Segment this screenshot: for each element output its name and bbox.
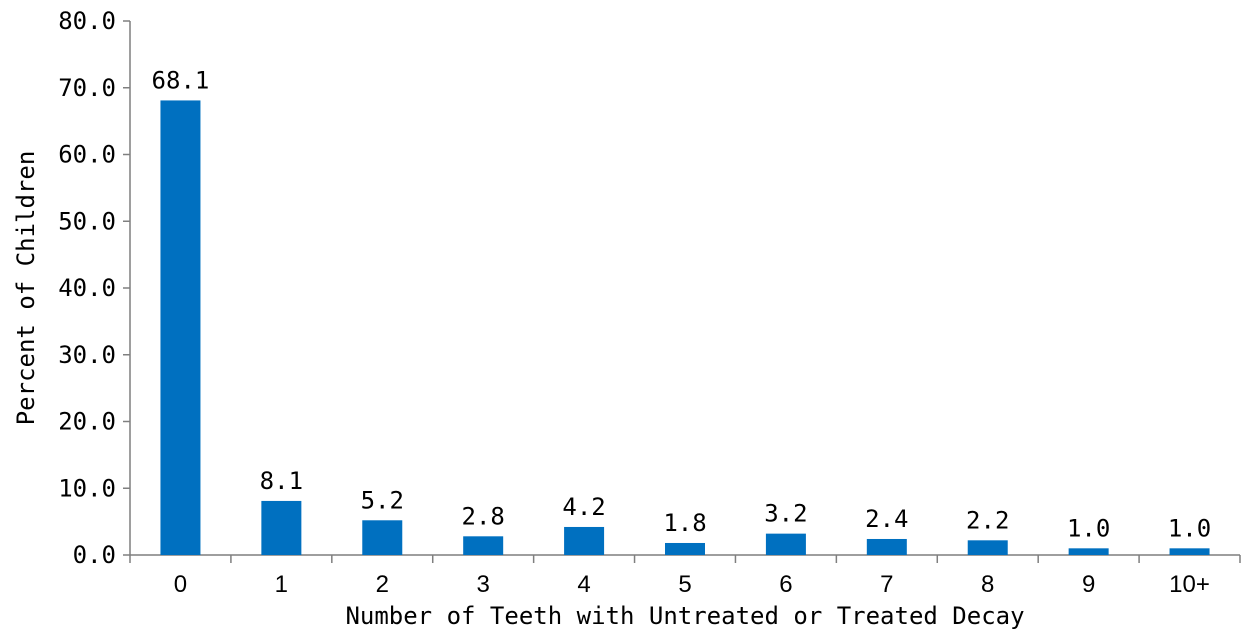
x-tick-label: 1 xyxy=(275,571,288,598)
y-tick-label: 50.0 xyxy=(58,207,116,235)
y-tick-label: 40.0 xyxy=(58,274,116,302)
x-tick-label: 2 xyxy=(376,571,389,598)
data-label: 3.2 xyxy=(764,500,807,528)
data-label: 1.0 xyxy=(1168,514,1211,542)
x-tick-label: 5 xyxy=(678,571,691,598)
x-tick-label: 8 xyxy=(981,571,994,598)
y-tick-label: 30.0 xyxy=(58,341,116,369)
bar xyxy=(1068,548,1109,555)
y-axis-title: Percent of Children xyxy=(12,151,40,426)
bar xyxy=(967,540,1008,555)
y-tick-label: 20.0 xyxy=(58,408,116,436)
x-axis-title: Number of Teeth with Untreated or Treate… xyxy=(345,602,1024,630)
x-tick-label: 4 xyxy=(577,571,590,598)
x-tick-label: 9 xyxy=(1082,571,1095,598)
y-tick-label: 80.0 xyxy=(58,7,116,35)
x-tick-label: 3 xyxy=(477,571,490,598)
data-label: 1.0 xyxy=(1067,514,1110,542)
bar xyxy=(866,538,907,555)
data-label: 4.2 xyxy=(562,493,605,521)
y-tick-label: 60.0 xyxy=(58,141,116,169)
data-label: 68.1 xyxy=(152,66,210,94)
data-label: 1.8 xyxy=(663,509,706,537)
data-label: 8.1 xyxy=(260,467,303,495)
y-axis: 0.0 10.0 20.0 30.0 40.0 50.0 60.0 70.0 80.0 xyxy=(58,7,131,569)
x-axis: 0 1 2 3 4 5 6 7 8 9 10+ xyxy=(129,554,1241,598)
data-label: 2.2 xyxy=(966,506,1009,534)
y-tick-label: 70.0 xyxy=(58,74,116,102)
value-labels: 68.1 8.1 5.2 2.8 4.2 1.8 3.2 2.4 2.2 1.0 1.0 xyxy=(152,66,1212,542)
bar xyxy=(463,536,504,555)
bars xyxy=(160,100,1210,556)
x-tick-label: 0 xyxy=(174,571,187,598)
x-tick-label: 10+ xyxy=(1169,571,1210,598)
bar xyxy=(765,533,806,555)
bar xyxy=(665,542,705,555)
data-label: 5.2 xyxy=(361,486,404,514)
bar xyxy=(564,526,605,555)
data-label: 2.8 xyxy=(462,502,505,530)
bar xyxy=(261,500,302,555)
bar xyxy=(160,100,201,556)
bar xyxy=(1169,548,1210,555)
bar xyxy=(362,520,403,555)
x-tick-label: 6 xyxy=(779,571,792,598)
y-tick-label: 10.0 xyxy=(58,474,116,502)
x-tick-label: 7 xyxy=(880,571,893,598)
y-tick-label: 0.0 xyxy=(73,541,116,569)
data-label: 2.4 xyxy=(865,505,908,533)
